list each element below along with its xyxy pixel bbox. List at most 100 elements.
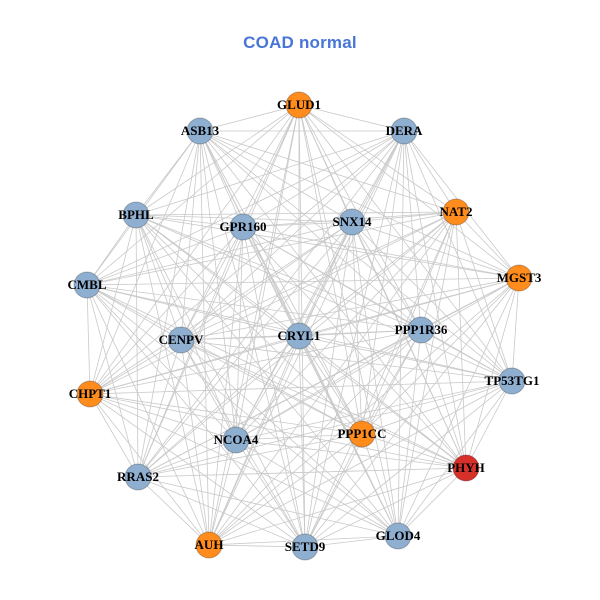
edge-line: [199, 130, 520, 279]
edge-line: [242, 104, 300, 228]
edge-line: [89, 130, 201, 395]
edge-line: [89, 130, 405, 395]
edge-line: [235, 329, 422, 441]
edge-line: [86, 277, 520, 286]
node-label-setd9: SETD9: [285, 539, 326, 554]
edge-line: [208, 544, 306, 548]
node-label-auh: AUH: [195, 537, 224, 552]
edge-line: [86, 284, 399, 537]
node-label-cryl1: CRYL1: [278, 328, 321, 343]
edge-line: [135, 214, 363, 435]
node-label-gpr160: GPR160: [220, 219, 267, 234]
edge-line: [397, 380, 513, 537]
edge-line: [465, 277, 520, 469]
network-node-auh: [195, 531, 223, 559]
edge-line: [86, 284, 300, 337]
edge-line: [208, 277, 520, 546]
edge-line: [89, 214, 137, 395]
edge-line: [135, 211, 457, 216]
edge-line: [298, 335, 306, 548]
network-node-ncoa4: [222, 426, 250, 454]
edge-line: [89, 393, 306, 548]
edge-line: [361, 130, 405, 435]
edge-line: [86, 284, 182, 341]
node-label-glud1: GLUD1: [277, 97, 321, 112]
node-label-snx14: SNX14: [332, 214, 372, 229]
edge-line: [242, 226, 520, 279]
edge-line: [304, 467, 467, 548]
node-label-rras2: RRAS2: [117, 469, 159, 484]
edge-line: [361, 380, 513, 435]
node-label-nat2: NAT2: [440, 204, 473, 219]
network-node-glud1: [285, 91, 313, 119]
edge-line: [180, 339, 467, 469]
edge-line: [86, 284, 237, 441]
edge-line: [86, 104, 300, 286]
edge-line: [89, 380, 513, 395]
node-label-bphl: BPHL: [118, 207, 154, 222]
edge-line: [180, 277, 520, 341]
node-label-chpt1: CHPT1: [69, 386, 112, 401]
edge-line: [135, 214, 139, 478]
edge-line: [86, 221, 353, 286]
node-label-glod4: GLOD4: [376, 528, 421, 543]
edge-line: [351, 221, 399, 537]
edge-line: [242, 226, 306, 548]
edge-line: [86, 130, 405, 286]
network-node-cryl1: [285, 322, 313, 350]
edge-line: [135, 214, 399, 537]
edge-line: [455, 211, 467, 469]
edge-line: [135, 214, 520, 279]
edge-line: [137, 226, 244, 478]
edge-line: [89, 393, 210, 546]
edge-line: [420, 329, 513, 382]
edge-line: [180, 226, 244, 341]
edge-line: [135, 214, 300, 337]
edge-line: [180, 130, 405, 341]
network-node-bphl: [122, 201, 150, 229]
edge-line: [208, 467, 467, 546]
edge-line: [89, 221, 353, 395]
edge-line: [298, 335, 513, 382]
edge-line: [86, 284, 91, 395]
edge-line: [89, 393, 467, 469]
edge-line: [397, 467, 467, 537]
edge-line: [351, 221, 363, 435]
edge-line: [180, 339, 513, 382]
edge-line: [86, 284, 467, 469]
edge-line: [298, 335, 363, 435]
edge-line: [86, 284, 210, 546]
edge-line: [199, 130, 353, 223]
edge-line: [298, 104, 405, 132]
network-node-gpr160: [229, 213, 257, 241]
node-label-mgst3: MGST3: [497, 270, 542, 285]
edge-line: [304, 211, 457, 548]
edge-line: [199, 130, 210, 546]
edge-line: [180, 130, 201, 341]
edge-line: [235, 226, 244, 441]
edge-line: [137, 476, 399, 537]
plot-title: COAD normal: [243, 33, 357, 52]
edge-line: [235, 439, 306, 548]
network-node-chpt1: [76, 380, 104, 408]
edge-line: [137, 335, 300, 478]
edge-line: [199, 130, 244, 228]
edge-line: [135, 214, 182, 341]
edge-line: [89, 211, 457, 395]
node-label-ppp1r36: PPP1R36: [395, 322, 448, 337]
edge-line: [235, 277, 520, 441]
edge-line: [137, 439, 237, 478]
edge-line: [208, 211, 457, 546]
node-label-cmbl: CMBL: [68, 277, 107, 292]
edge-line: [235, 104, 300, 441]
edge-line: [361, 433, 399, 537]
edge-line: [180, 339, 363, 435]
network-node-ppp1r36: [407, 316, 435, 344]
edge-line: [137, 476, 210, 546]
edge-line: [420, 211, 457, 331]
edge-line: [137, 221, 353, 478]
edge-line: [304, 130, 405, 548]
edge-line: [242, 130, 405, 228]
edge-line: [89, 104, 300, 395]
